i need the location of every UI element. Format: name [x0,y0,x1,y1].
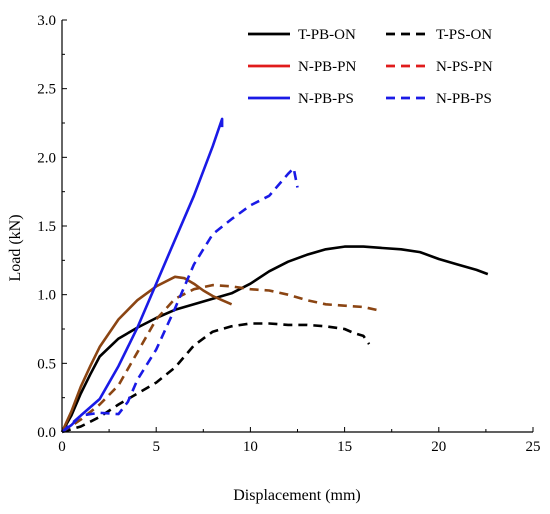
series-line-1 [60,245,489,433]
x-axis-title: Displacement (mm) [233,487,361,504]
x-tick-label: 5 [152,439,160,455]
series-line-6 [61,167,299,433]
legend: T-PB-ON T-PS-ON N-PB-PN N-PS-PN N-PB-PS N-PB-… [248,27,493,107]
series-line-4 [61,283,383,434]
y-tick-label: 0.5 [37,356,56,372]
series-line-2 [61,322,371,434]
legend-label-4: N-PS-PN [436,59,493,75]
x-tick-label: 0 [58,439,66,455]
legend-label-1: T-PB-ON [298,27,356,43]
legend-label-3: N-PB-PN [298,59,357,75]
y-tick-label: 2.0 [37,150,56,166]
ticks-group: 0 5 10 15 20 25 0.0 0.5 1.0 1.5 2.0 2.5 3.0 [37,13,540,455]
y-tick-label: 3.0 [37,13,56,29]
legend-label-5: N-PB-PS [298,91,354,107]
x-tick-label: 20 [431,439,446,455]
y-tick-label: 2.5 [37,82,56,98]
plot-series-group [60,117,489,434]
axes-group [61,20,533,433]
legend-label-6: N-PB-PS [436,91,492,107]
x-tick-label: 25 [526,439,541,455]
x-tick-label: 15 [337,439,352,455]
legend-label-2: T-PS-ON [436,27,492,43]
y-axis-title: Load (kN) [7,214,24,281]
y-tick-label: 1.5 [37,219,56,235]
y-tick-label: 1.0 [37,288,56,304]
y-tick-label: 0.0 [37,425,56,441]
x-tick-label: 10 [243,439,258,455]
